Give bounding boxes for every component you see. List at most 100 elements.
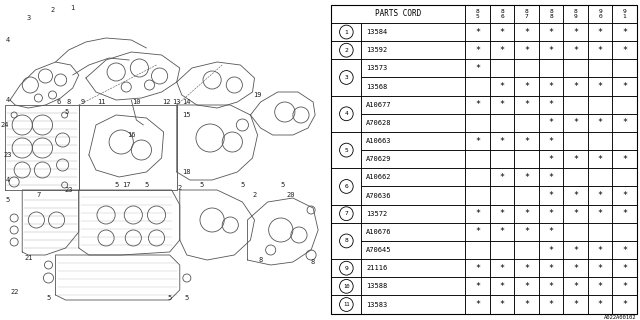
Bar <box>539 223 563 241</box>
Bar <box>612 168 637 187</box>
Bar <box>490 114 515 132</box>
Bar <box>539 96 563 114</box>
Bar <box>332 23 362 41</box>
Text: 21: 21 <box>24 255 33 261</box>
Bar <box>332 41 362 59</box>
Text: 11: 11 <box>343 302 349 307</box>
Text: *: * <box>622 155 627 164</box>
Bar <box>490 295 515 314</box>
Bar <box>515 204 539 223</box>
Bar <box>515 132 539 150</box>
Bar <box>612 5 637 23</box>
Text: 15: 15 <box>182 112 191 118</box>
Text: 13584: 13584 <box>366 29 387 35</box>
Bar <box>515 277 539 295</box>
Bar <box>465 259 490 277</box>
Text: *: * <box>499 300 504 309</box>
Bar <box>539 59 563 77</box>
Bar <box>612 223 637 241</box>
Bar <box>588 41 612 59</box>
Text: 24: 24 <box>1 122 10 128</box>
Bar <box>490 23 515 41</box>
Text: 11: 11 <box>97 99 105 105</box>
Bar <box>539 295 563 314</box>
Bar <box>612 77 637 96</box>
Bar <box>490 223 515 241</box>
Text: 8: 8 <box>344 238 348 244</box>
Bar <box>588 96 612 114</box>
Bar <box>490 241 515 259</box>
Text: 5: 5 <box>168 295 172 301</box>
Text: A70645: A70645 <box>366 247 392 253</box>
Text: *: * <box>548 227 554 236</box>
Text: *: * <box>548 46 554 55</box>
Text: 12: 12 <box>163 99 171 105</box>
Bar <box>490 77 515 96</box>
Text: 6: 6 <box>344 184 348 189</box>
Text: *: * <box>573 28 578 36</box>
Text: *: * <box>548 282 554 291</box>
Bar <box>612 23 637 41</box>
Text: *: * <box>573 82 578 91</box>
Text: A70629: A70629 <box>366 156 392 162</box>
Text: 8
8: 8 8 <box>549 9 553 19</box>
Bar <box>563 187 588 204</box>
Text: *: * <box>524 100 529 109</box>
Bar <box>465 41 490 59</box>
Bar <box>362 295 465 314</box>
Bar <box>612 295 637 314</box>
Text: *: * <box>524 209 529 218</box>
Bar <box>612 187 637 204</box>
Bar <box>362 96 465 114</box>
Text: 10: 10 <box>132 99 141 105</box>
Bar <box>539 23 563 41</box>
Bar <box>563 23 588 41</box>
Text: *: * <box>622 245 627 254</box>
Text: 3: 3 <box>26 15 31 21</box>
Bar <box>515 41 539 59</box>
Bar <box>588 204 612 223</box>
Bar <box>539 204 563 223</box>
Bar <box>539 114 563 132</box>
Text: *: * <box>475 46 480 55</box>
Text: *: * <box>573 245 578 254</box>
Bar <box>362 77 465 96</box>
Bar <box>490 5 515 23</box>
Bar <box>612 204 637 223</box>
Text: 4: 4 <box>6 177 10 183</box>
Bar <box>490 41 515 59</box>
Bar <box>465 96 490 114</box>
Text: *: * <box>548 264 554 273</box>
Bar <box>490 204 515 223</box>
Text: 2: 2 <box>178 185 182 191</box>
Text: *: * <box>524 227 529 236</box>
Bar <box>465 277 490 295</box>
Bar <box>515 77 539 96</box>
Text: *: * <box>524 300 529 309</box>
Text: *: * <box>598 282 603 291</box>
Text: *: * <box>573 209 578 218</box>
Bar <box>612 59 637 77</box>
Text: 17: 17 <box>122 182 131 188</box>
Bar <box>490 277 515 295</box>
Text: *: * <box>475 282 480 291</box>
Bar <box>362 241 465 259</box>
Text: *: * <box>524 28 529 36</box>
Bar <box>362 41 465 59</box>
Text: 5: 5 <box>145 182 148 188</box>
Bar <box>563 77 588 96</box>
Text: 13583: 13583 <box>366 301 387 308</box>
Bar <box>563 277 588 295</box>
Text: *: * <box>499 209 504 218</box>
Bar <box>588 295 612 314</box>
Text: *: * <box>573 118 578 127</box>
Bar <box>332 59 362 96</box>
Bar <box>465 223 490 241</box>
Text: 19: 19 <box>253 92 262 98</box>
Text: *: * <box>524 264 529 273</box>
Bar <box>539 77 563 96</box>
Text: 8
6: 8 6 <box>500 9 504 19</box>
Bar <box>588 114 612 132</box>
Bar <box>588 259 612 277</box>
Text: *: * <box>475 28 480 36</box>
